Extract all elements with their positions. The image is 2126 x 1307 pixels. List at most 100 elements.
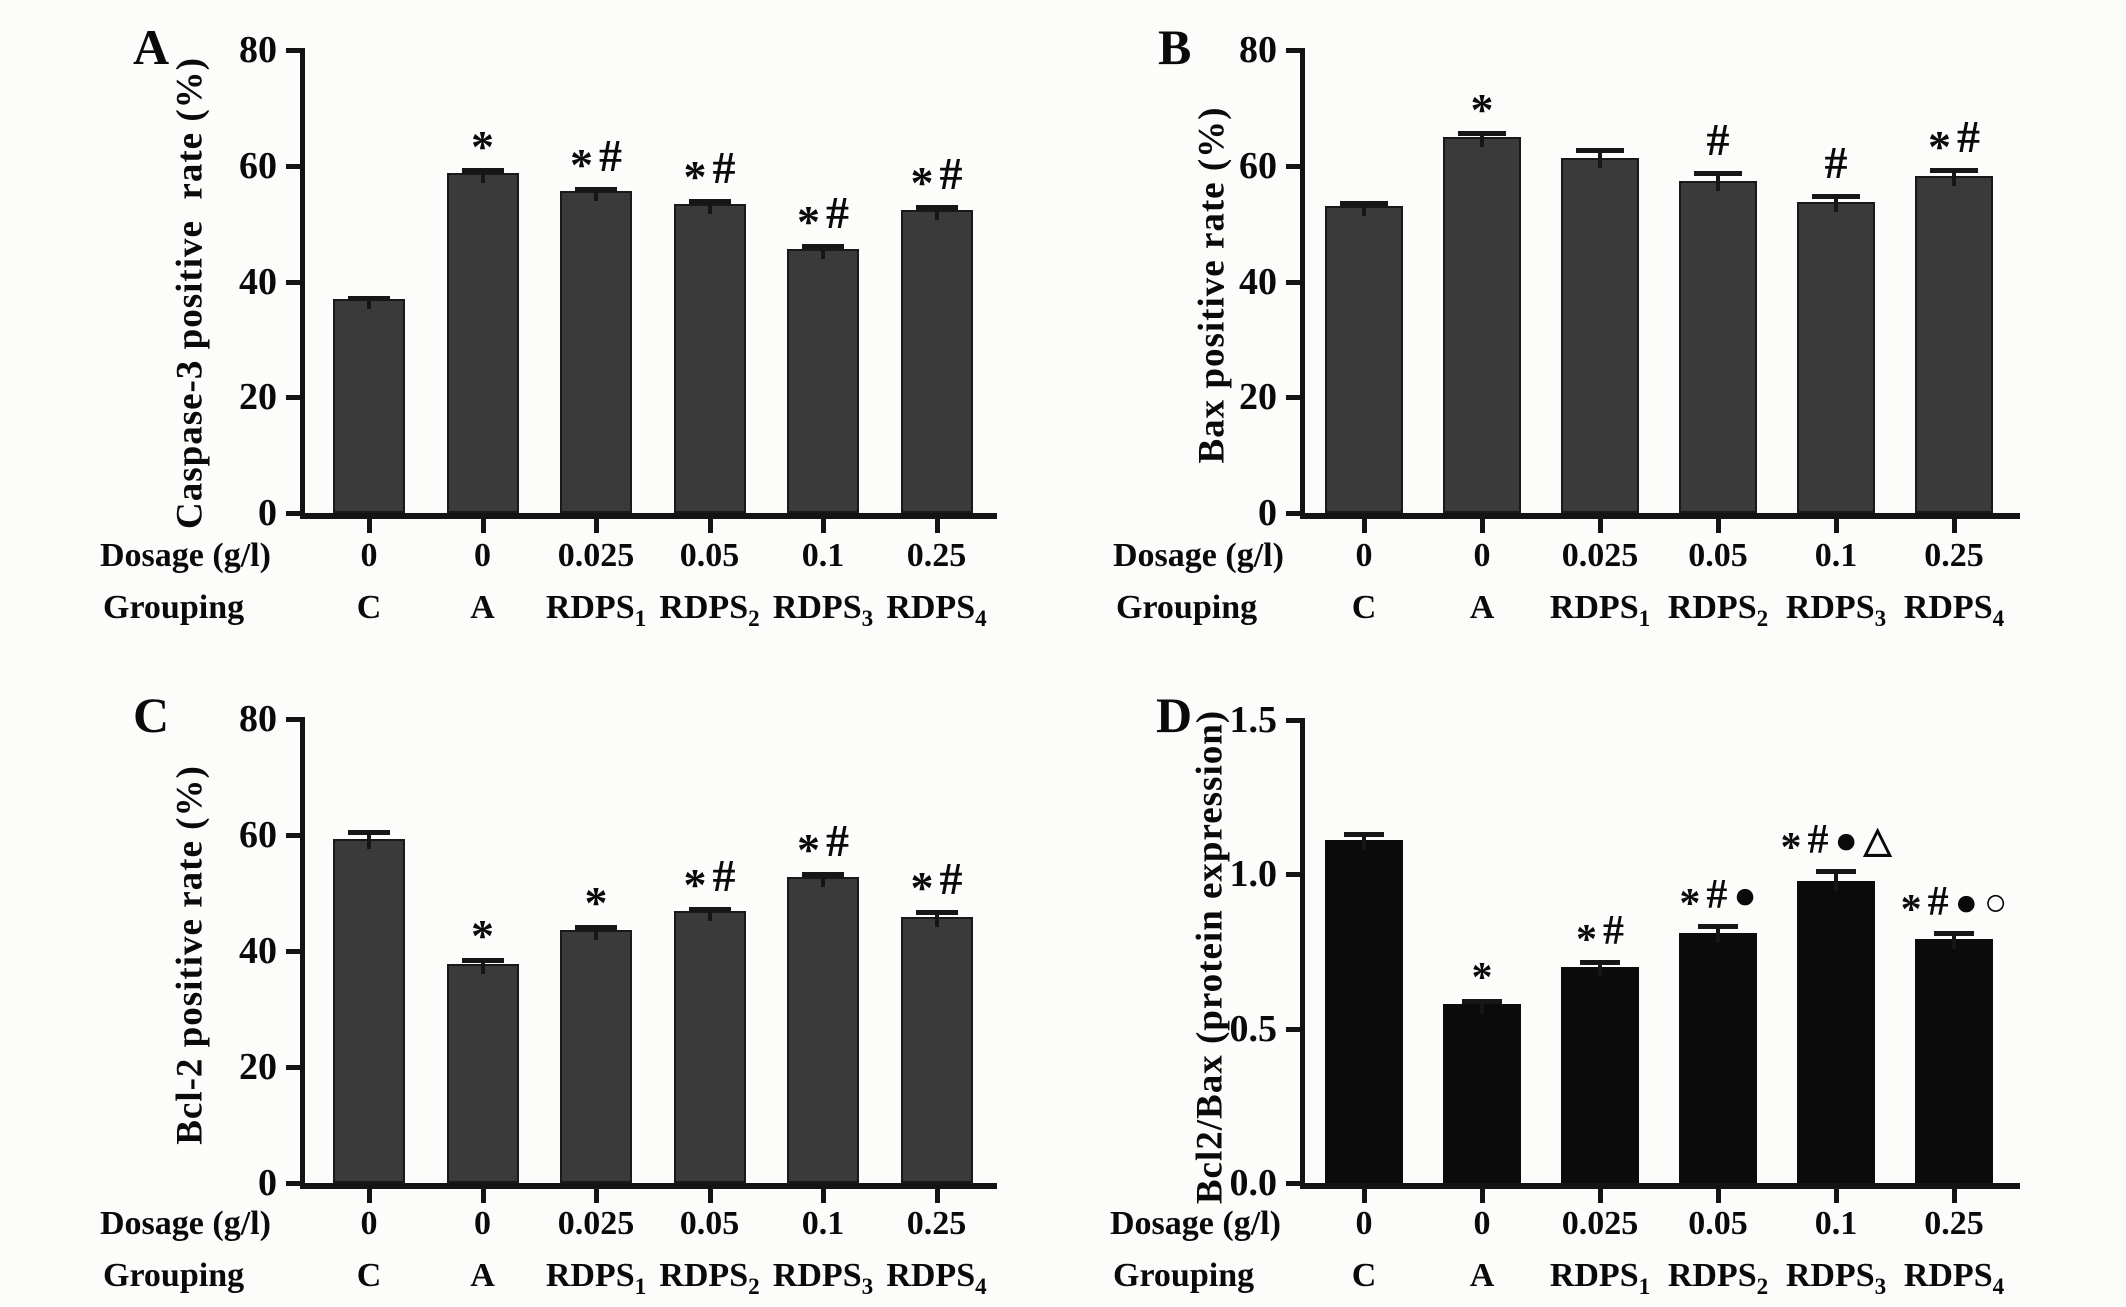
- significance-symbol: ●: [1733, 875, 1757, 918]
- significance-annotation: * # ● △: [1777, 819, 1894, 869]
- panel-b-y-tick: [1286, 279, 1300, 285]
- panel-d-x-tick: [1952, 1189, 1957, 1203]
- bar-rdps4: [1915, 939, 1993, 1183]
- error-bar-cap: [1698, 924, 1738, 930]
- group-label-rdps3: RDPS3: [772, 1257, 874, 1300]
- error-bar-cap: [1576, 148, 1624, 154]
- panel-b-y-tick-label: 80: [1239, 29, 1277, 71]
- bar-c: [1325, 206, 1403, 513]
- panel-b-y-axis: [1300, 48, 1305, 519]
- dosage-value: 0.025: [557, 1205, 635, 1242]
- dosage-value: 0.025: [1561, 537, 1639, 574]
- panel-a-y-axis: [300, 48, 305, 519]
- panel-b-grouping-row-label: Grouping: [1116, 589, 1258, 626]
- error-bar-cap: [1462, 998, 1502, 1004]
- group-label-subscript: 3: [861, 1273, 874, 1300]
- dosage-value: 0.05: [679, 537, 740, 574]
- panel-a-x-tick: [707, 519, 713, 533]
- error-bar-cap: [575, 186, 617, 192]
- panel-a-y-tick-label: 40: [239, 260, 277, 303]
- error-bar-cap: [1930, 168, 1978, 174]
- group-label-subscript: 4: [1992, 605, 2005, 632]
- error-bar-line: [1598, 962, 1602, 977]
- significance-annotation: * #: [567, 132, 625, 187]
- error-bar-line: [594, 188, 598, 201]
- error-bar-cap: [348, 829, 390, 835]
- panel-b-y-tick-label: 40: [1239, 260, 1277, 303]
- significance-symbol: #: [1706, 872, 1728, 919]
- panel-a-x-tick: [480, 519, 486, 533]
- panel-c-y-tick: [286, 1065, 300, 1070]
- group-label-rdps1: RDPS1: [545, 589, 647, 632]
- bar-a: [1443, 136, 1521, 513]
- significance-symbol: ●: [1954, 881, 1978, 924]
- panel-a-x-tick: [821, 519, 826, 533]
- error-bar-line: [1952, 932, 1956, 950]
- significance-symbol: #: [1706, 114, 1730, 166]
- error-bar-line: [707, 201, 712, 214]
- significance-annotation: *: [582, 871, 611, 925]
- panel-a-x-tick: [594, 519, 599, 533]
- error-bar-line: [594, 926, 598, 941]
- group-label-subscript: 1: [634, 1273, 647, 1300]
- panel-b-x-tick: [1716, 519, 1721, 533]
- panel-b-y-tick-label: 0: [1258, 492, 1277, 534]
- error-bar-cap: [461, 168, 504, 174]
- group-label-subscript: 2: [748, 1273, 760, 1300]
- panel-c-y-tick: [286, 949, 300, 954]
- significance-annotation: * #: [1925, 114, 1983, 169]
- group-label-subscript: 4: [975, 605, 987, 632]
- panel-c-y-tick-label: 20: [239, 1046, 277, 1088]
- error-bar-cap: [1340, 200, 1388, 206]
- panel-d-x-tick: [1598, 1189, 1603, 1203]
- panel-a-y-tick: [286, 163, 300, 169]
- error-bar-cap: [1580, 960, 1620, 966]
- panel-c-x-axis: [300, 1183, 997, 1189]
- panel-d-y-tick-label: 0.0: [1229, 1162, 1278, 1204]
- group-label-rdps3: RDPS3: [772, 589, 874, 632]
- panel-d-y-axis-title: Bcl2/Bax (protein expression): [1189, 709, 1231, 1205]
- panel-a-x-tick: [367, 519, 372, 533]
- significance-symbol: *: [1780, 825, 1802, 872]
- significance-symbol: #: [939, 147, 963, 199]
- group-label-subscript: 2: [1756, 605, 1769, 632]
- group-label-subscript: 2: [748, 605, 760, 632]
- significance-annotation: * #: [908, 852, 966, 910]
- bar-rdps1: [560, 190, 632, 513]
- group-label-subscript: 1: [634, 605, 647, 632]
- significance-symbol: #: [712, 142, 736, 194]
- error-bar-cap: [1458, 131, 1506, 137]
- panel-c-x-tick: [934, 1189, 940, 1203]
- panel-c-x-tick: [480, 1189, 486, 1203]
- group-label-rdps2: RDPS2: [1667, 1257, 1769, 1300]
- panel-c-y-tick-label: 40: [239, 930, 277, 972]
- error-bar-line: [821, 246, 825, 260]
- dosage-value: 0.1: [1814, 1205, 1858, 1242]
- group-label-subscript: 4: [975, 1273, 987, 1300]
- significance-annotation: * #: [908, 147, 966, 205]
- significance-annotation: #: [1704, 117, 1733, 163]
- panel-d-y-tick-label: 0.5: [1229, 1007, 1278, 1050]
- error-bar-cap: [915, 204, 958, 210]
- bar-rdps4: [900, 210, 973, 513]
- group-label-a: A: [470, 1257, 495, 1294]
- panel-c-label: C: [133, 687, 170, 743]
- group-label-subscript: 3: [861, 605, 874, 632]
- group-label-rdps2: RDPS2: [659, 589, 760, 632]
- bar-rdps2: [673, 203, 746, 513]
- error-bar-line: [934, 911, 939, 927]
- dosage-value: 0.025: [1561, 1205, 1639, 1242]
- significance-symbol: #: [939, 852, 963, 904]
- significance-annotation: *: [468, 904, 497, 959]
- significance-symbol: *: [1471, 955, 1493, 1002]
- panel-c-y-tick-label: 0: [258, 1162, 277, 1204]
- group-label-rdps3: RDPS3: [1785, 589, 1887, 632]
- group-label-c: C: [1351, 589, 1377, 626]
- error-bar-cap: [802, 244, 844, 250]
- error-bar-line: [1362, 834, 1366, 851]
- significance-symbol: *: [471, 120, 494, 172]
- panel-c-x-tick: [821, 1189, 826, 1203]
- group-label-rdps4: RDPS4: [1903, 589, 2005, 632]
- error-bar-line: [707, 908, 712, 921]
- panel-d-y-tick-label: 1.5: [1229, 699, 1278, 741]
